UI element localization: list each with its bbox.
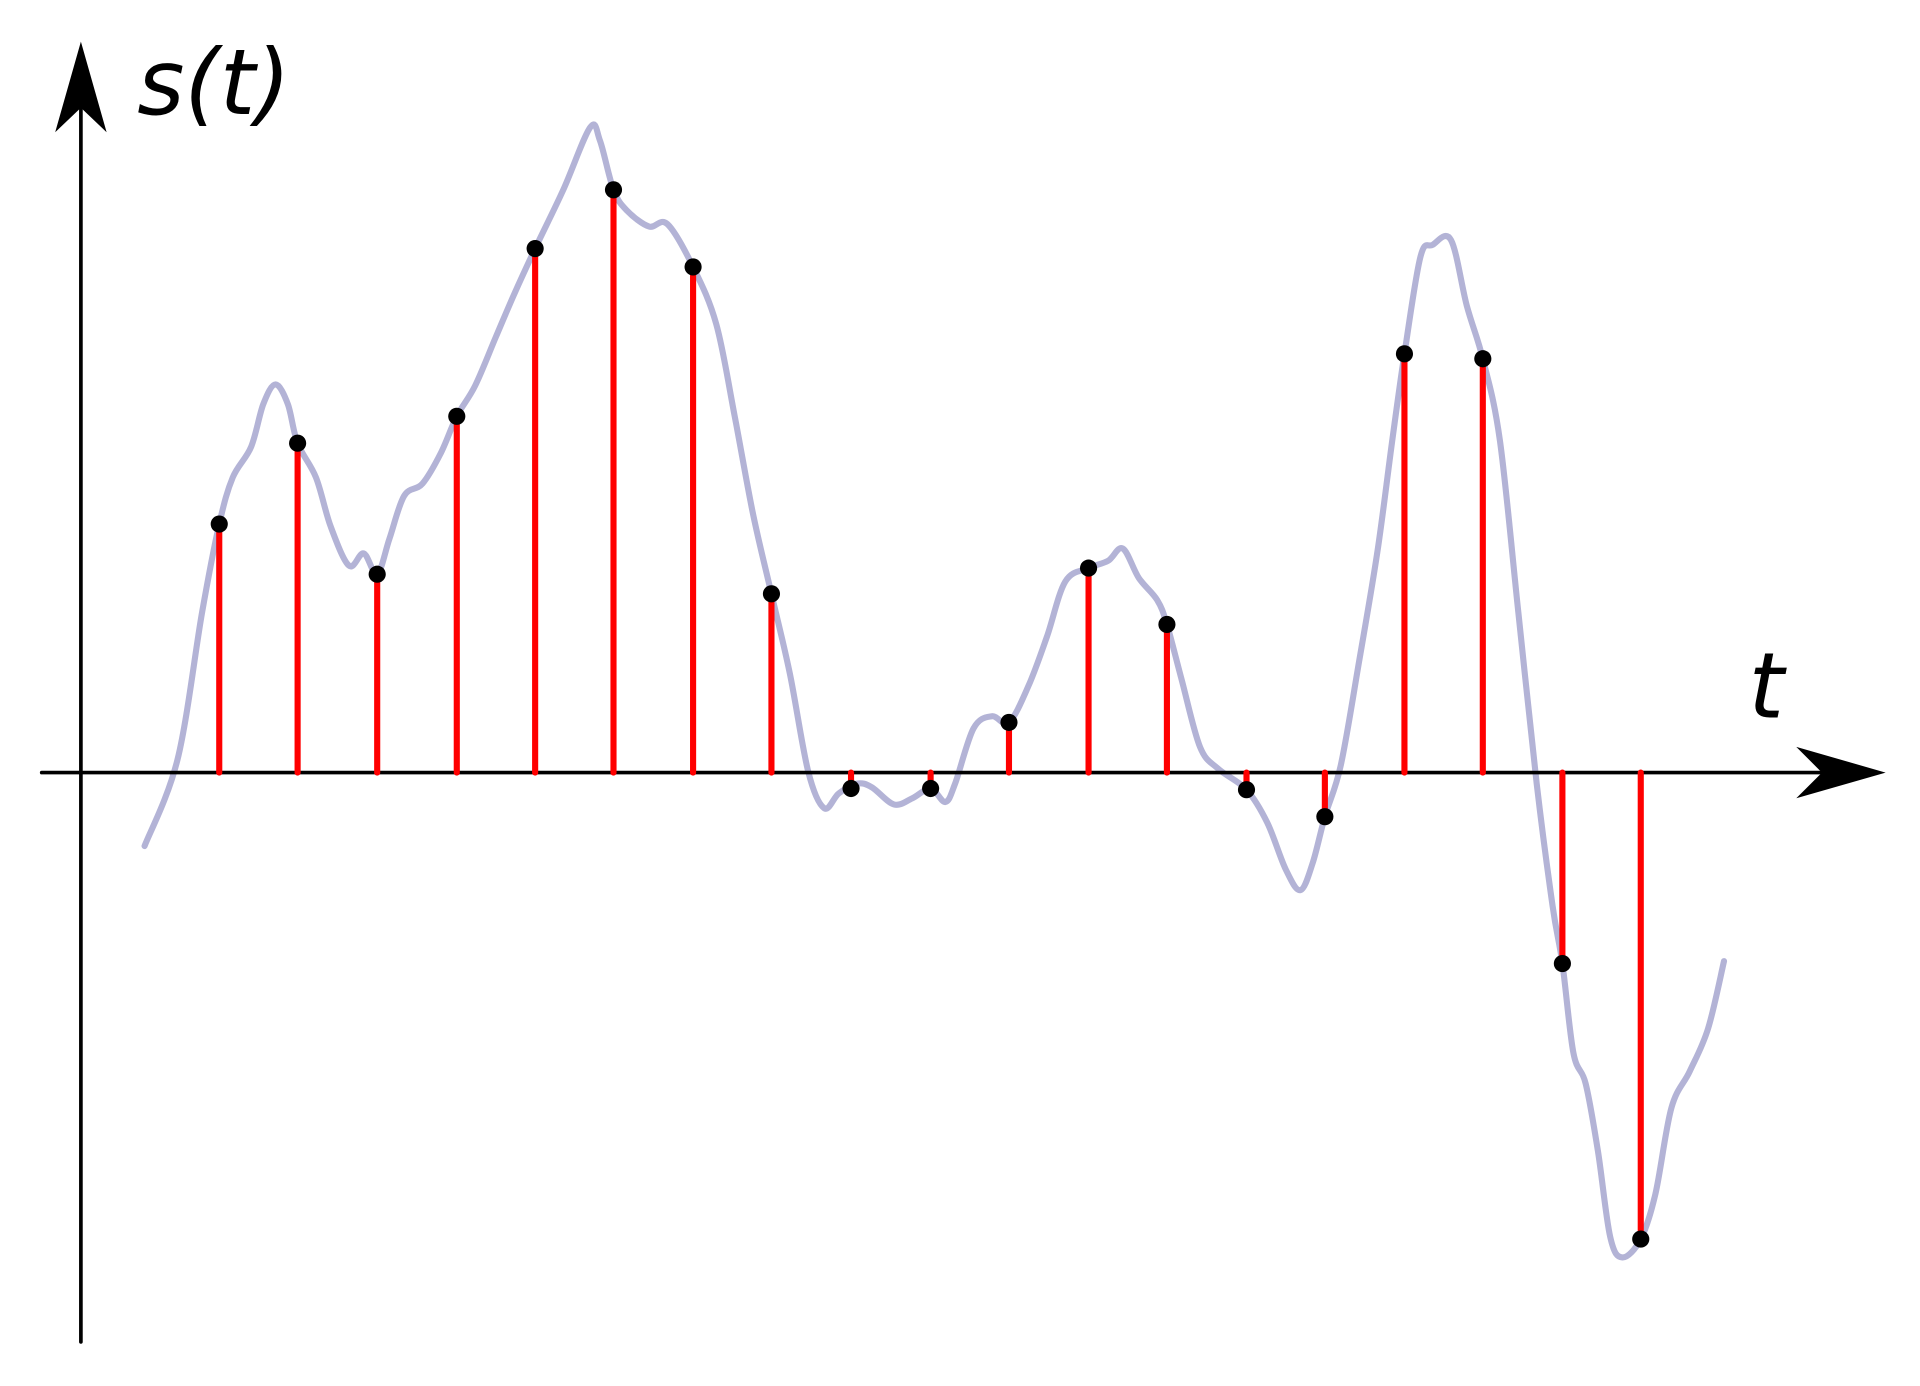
sample-point-4 — [448, 407, 466, 425]
signal-curve — [141, 121, 1728, 1261]
y-axis-arrow-icon — [55, 41, 107, 133]
sample-point-5 — [526, 239, 544, 258]
sample-point-14 — [1237, 781, 1256, 799]
sample-point-19 — [1632, 1230, 1650, 1248]
sample-point-16 — [1395, 345, 1414, 363]
sample-point-7 — [684, 258, 702, 276]
x-axis-label: t — [1749, 634, 1788, 739]
sample-point-10 — [922, 779, 940, 798]
x-axis-arrow-icon — [1796, 746, 1886, 799]
sample-point-3 — [368, 565, 386, 583]
y-axis-label: s(t) — [137, 31, 290, 136]
sample-point-11 — [1000, 713, 1018, 731]
axes — [39, 41, 1886, 1344]
sample-point-9 — [842, 779, 860, 798]
sample-point-12 — [1079, 559, 1098, 577]
sample-point-17 — [1474, 350, 1492, 368]
sample-point-15 — [1316, 808, 1334, 826]
sample-point-13 — [1158, 615, 1176, 634]
sample-point-1 — [210, 515, 228, 533]
sample-point-2 — [289, 434, 307, 452]
sample-point-8 — [762, 585, 781, 603]
sample-point-6 — [604, 181, 623, 199]
sample-point-18 — [1553, 955, 1571, 973]
